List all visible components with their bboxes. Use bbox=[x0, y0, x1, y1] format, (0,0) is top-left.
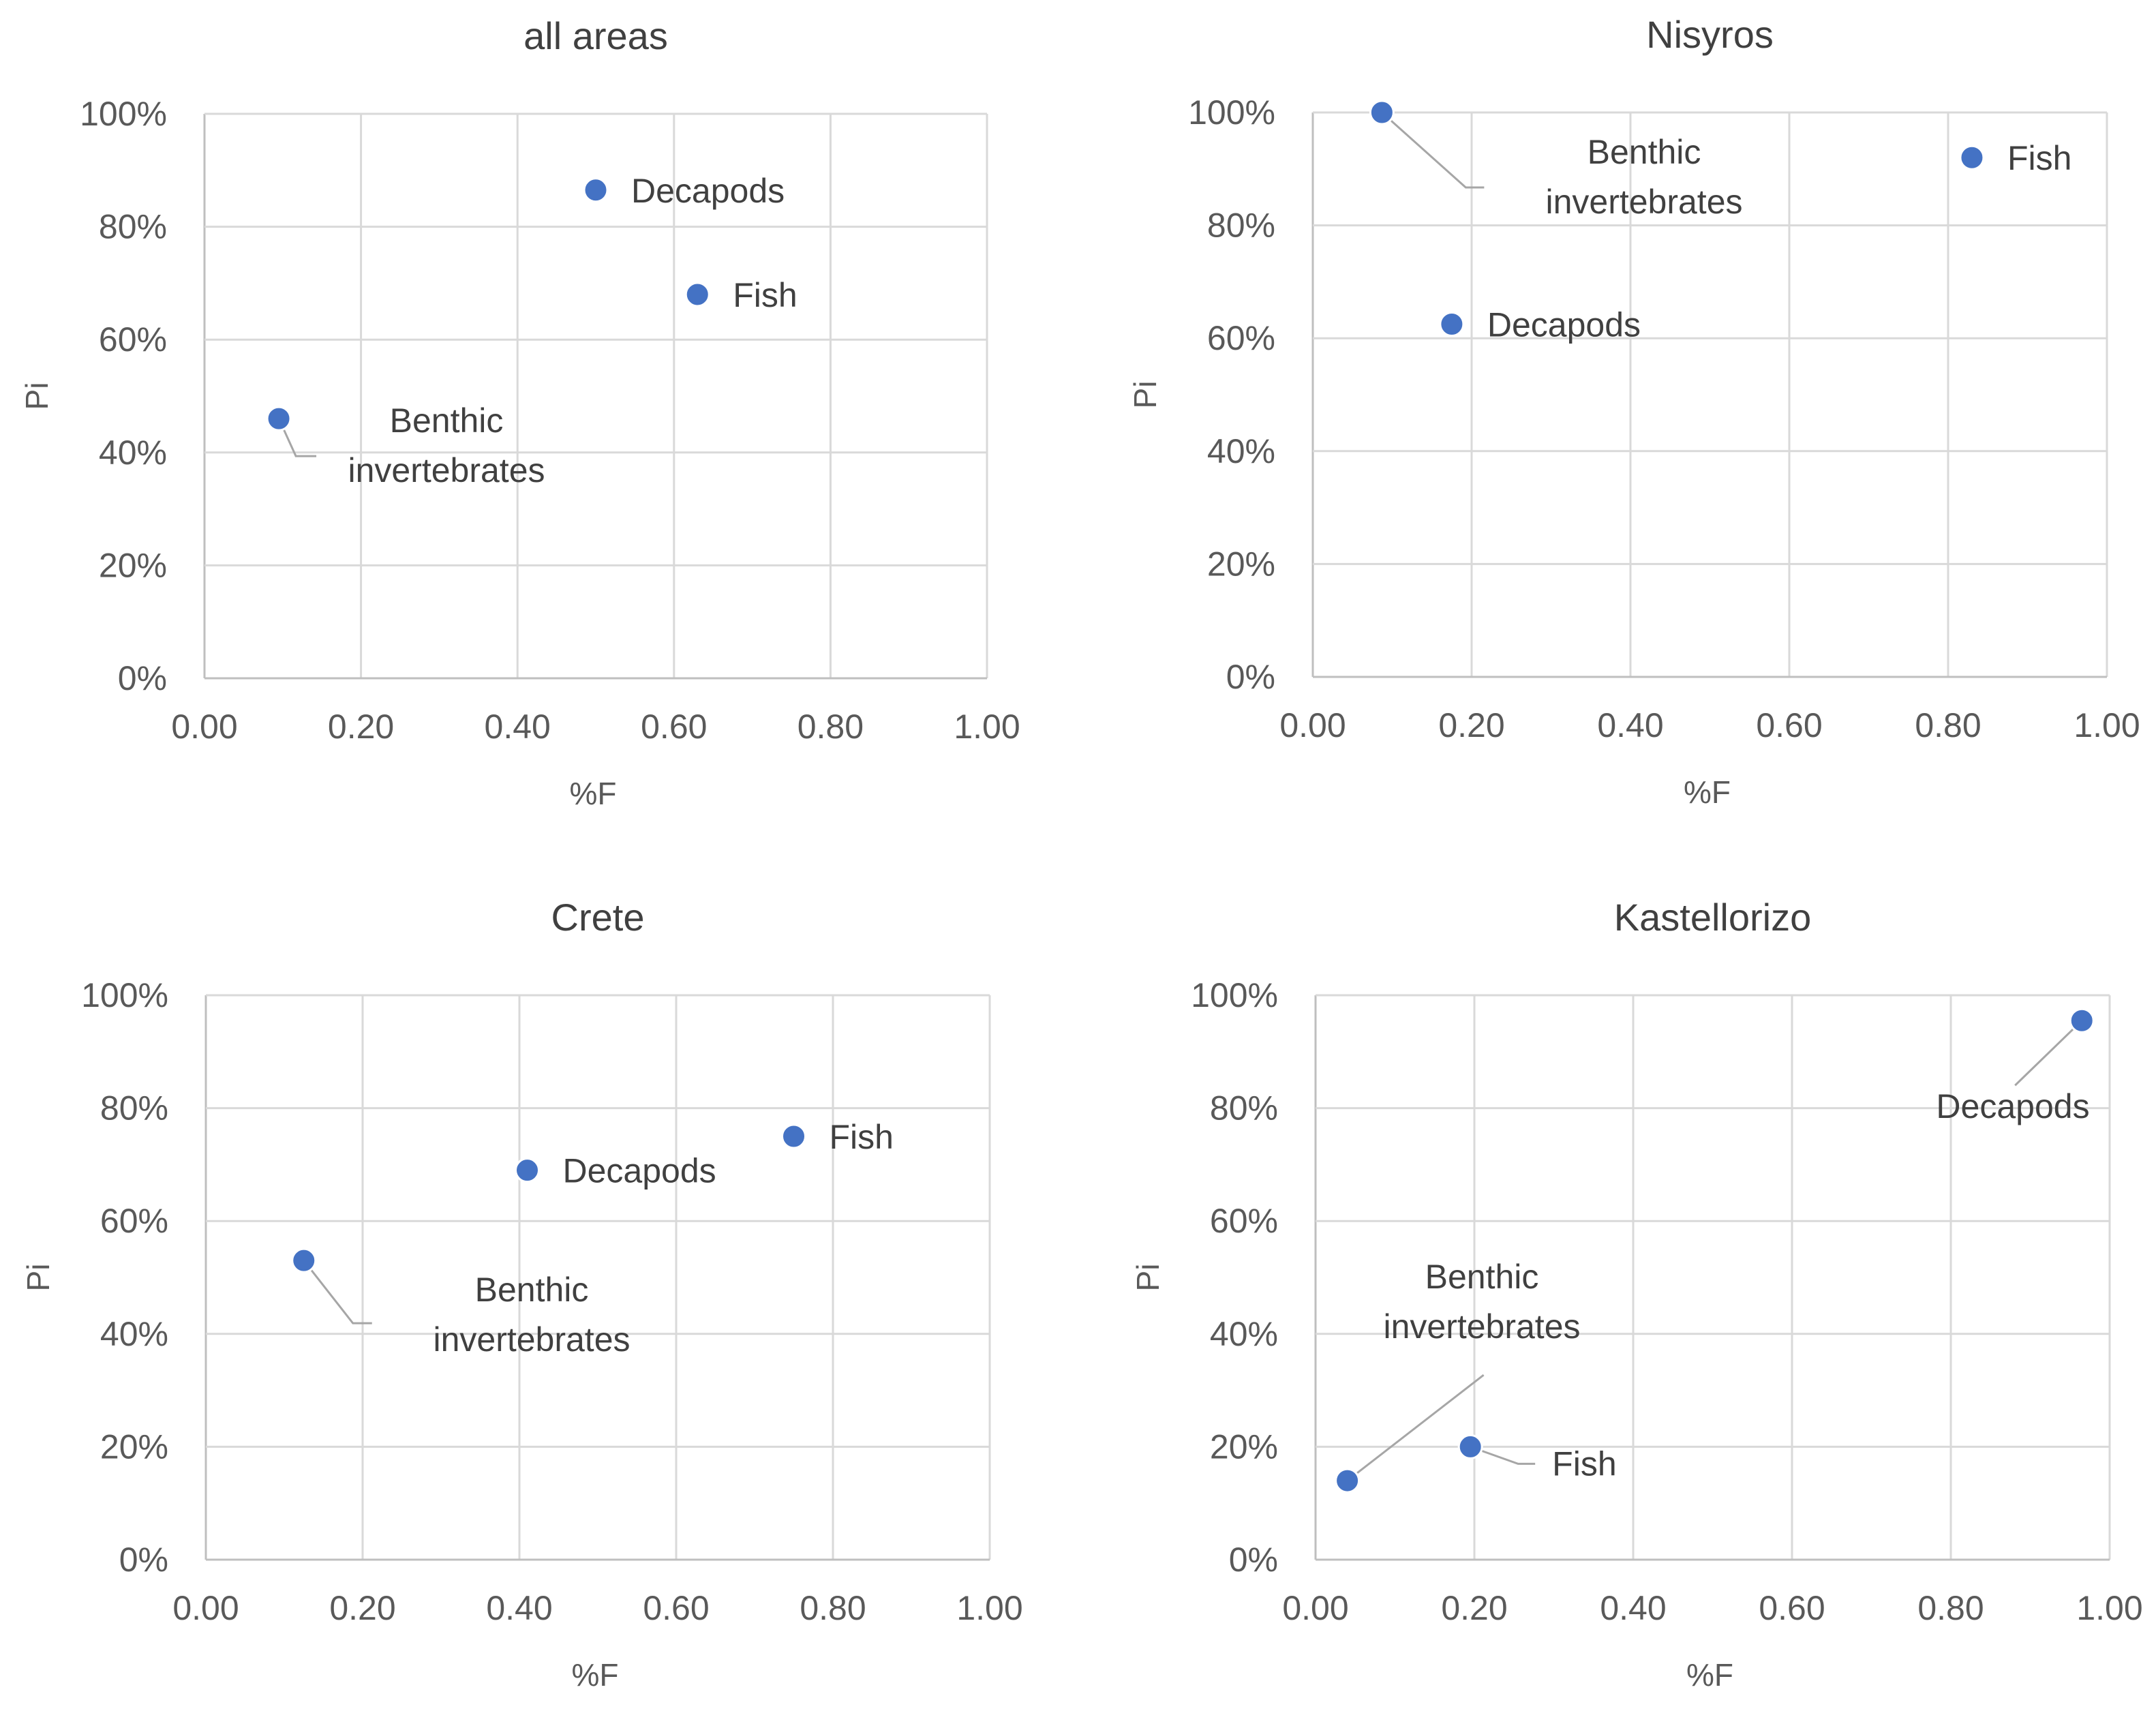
leader-line bbox=[2014, 1020, 2083, 1087]
y-tick-label: 40% bbox=[1207, 432, 1275, 470]
x-tick-label: 0.40 bbox=[485, 708, 551, 746]
chart-title: all areas bbox=[523, 14, 668, 57]
x-tick-label: 0.20 bbox=[328, 708, 394, 746]
leader-line bbox=[303, 1260, 372, 1324]
y-tick-label: 100% bbox=[1188, 93, 1275, 132]
data-point-fish bbox=[781, 1123, 806, 1149]
data-point-fish bbox=[1959, 145, 1985, 170]
x-tick-label: 0.80 bbox=[1915, 706, 1981, 744]
x-tick-label: 0.60 bbox=[1756, 706, 1822, 744]
x-tick-label: 1.00 bbox=[956, 1589, 1022, 1627]
data-label: Fish bbox=[2007, 139, 2071, 177]
y-tick-label: 60% bbox=[99, 320, 167, 359]
data-label: Benthic invertebrates bbox=[1545, 133, 1742, 221]
y-tick-label: 80% bbox=[99, 208, 167, 246]
y-axis-label: Pi bbox=[20, 1264, 56, 1292]
leader-line bbox=[1346, 1374, 1485, 1482]
data-point-fish bbox=[684, 282, 710, 307]
y-tick-label: 0% bbox=[119, 1541, 168, 1579]
y-tick-label: 20% bbox=[99, 546, 167, 584]
y-axis-label: Pi bbox=[1127, 381, 1163, 409]
x-tick-label: 0.00 bbox=[171, 708, 237, 746]
y-axis-label: Pi bbox=[19, 382, 55, 410]
x-tick-label: 0.60 bbox=[641, 708, 707, 746]
y-tick-label: 80% bbox=[100, 1089, 168, 1127]
x-tick-label: 1.00 bbox=[2076, 1589, 2142, 1627]
y-tick-label: 80% bbox=[1210, 1089, 1278, 1127]
leader-line bbox=[1381, 111, 1485, 189]
y-tick-label: 0% bbox=[118, 659, 167, 697]
x-tick-label: 0.40 bbox=[486, 1589, 552, 1627]
x-tick-label: 0.40 bbox=[1600, 1589, 1666, 1627]
chart-title: Crete bbox=[551, 896, 645, 939]
y-tick-label: 20% bbox=[1207, 545, 1275, 583]
y-tick-label: 60% bbox=[100, 1202, 168, 1240]
y-tick-label: 40% bbox=[99, 434, 167, 472]
y-tick-label: 20% bbox=[1210, 1427, 1278, 1466]
y-tick-label: 60% bbox=[1207, 319, 1275, 357]
x-tick-label: 0.00 bbox=[1282, 1589, 1348, 1627]
x-axis-label: %F bbox=[1684, 774, 1731, 810]
data-label: Decapods bbox=[1487, 306, 1641, 344]
x-tick-label: 1.00 bbox=[2074, 706, 2140, 744]
x-tick-label: 0.80 bbox=[800, 1589, 866, 1627]
y-tick-label: 0% bbox=[1229, 1541, 1278, 1579]
y-axis-label: Pi bbox=[1130, 1264, 1166, 1292]
data-point-fish bbox=[1457, 1434, 1483, 1459]
x-tick-label: 0.20 bbox=[1441, 1589, 1507, 1627]
x-tick-label: 0.60 bbox=[1759, 1589, 1825, 1627]
data-label: Decapods bbox=[563, 1152, 716, 1190]
x-tick-label: 0.00 bbox=[1279, 706, 1346, 744]
x-tick-label: 0.80 bbox=[798, 708, 864, 746]
x-tick-label: 1.00 bbox=[954, 708, 1020, 746]
data-point-benthic-invertebrates bbox=[1369, 100, 1395, 125]
data-label: Fish bbox=[1552, 1444, 1616, 1483]
data-point-decapods bbox=[2069, 1008, 2095, 1033]
y-tick-label: 0% bbox=[1226, 658, 1275, 696]
x-tick-label: 0.60 bbox=[643, 1589, 709, 1627]
chart-title: Nisyros bbox=[1646, 13, 1774, 56]
x-tick-label: 0.20 bbox=[1438, 706, 1504, 744]
x-axis-label: %F bbox=[570, 776, 617, 811]
y-tick-label: 20% bbox=[100, 1427, 168, 1466]
data-point-decapods bbox=[1439, 312, 1465, 337]
x-tick-label: 0.80 bbox=[1917, 1589, 1984, 1627]
data-point-decapods bbox=[515, 1157, 540, 1183]
y-tick-label: 60% bbox=[1210, 1202, 1278, 1240]
x-tick-label: 0.40 bbox=[1597, 706, 1663, 744]
y-tick-label: 40% bbox=[100, 1315, 168, 1353]
data-point-benthic-invertebrates bbox=[266, 406, 292, 431]
data-label: Fish bbox=[733, 276, 797, 314]
x-tick-label: 0.00 bbox=[172, 1589, 239, 1627]
leader-line bbox=[277, 418, 317, 457]
y-tick-label: 100% bbox=[80, 95, 167, 133]
data-label: Decapods bbox=[1936, 1087, 2089, 1125]
data-label: Benthic invertebrates bbox=[348, 402, 545, 489]
data-label: Benthic invertebrates bbox=[1383, 1258, 1580, 1346]
y-tick-label: 100% bbox=[1191, 976, 1278, 1014]
data-label: Fish bbox=[830, 1118, 894, 1156]
data-point-benthic-invertebrates bbox=[1335, 1468, 1361, 1494]
data-label: Benthic invertebrates bbox=[433, 1271, 630, 1359]
chart-title: Kastellorizo bbox=[1614, 896, 1811, 939]
x-axis-label: %F bbox=[1686, 1657, 1733, 1693]
x-axis-label: %F bbox=[572, 1657, 619, 1693]
data-point-decapods bbox=[583, 177, 609, 203]
y-tick-label: 100% bbox=[81, 976, 168, 1014]
leader-line bbox=[1470, 1445, 1536, 1465]
data-point-benthic-invertebrates bbox=[291, 1247, 317, 1273]
y-tick-label: 40% bbox=[1210, 1315, 1278, 1353]
y-tick-label: 80% bbox=[1207, 207, 1275, 245]
data-label: Decapods bbox=[631, 172, 785, 210]
x-tick-label: 0.20 bbox=[329, 1589, 395, 1627]
